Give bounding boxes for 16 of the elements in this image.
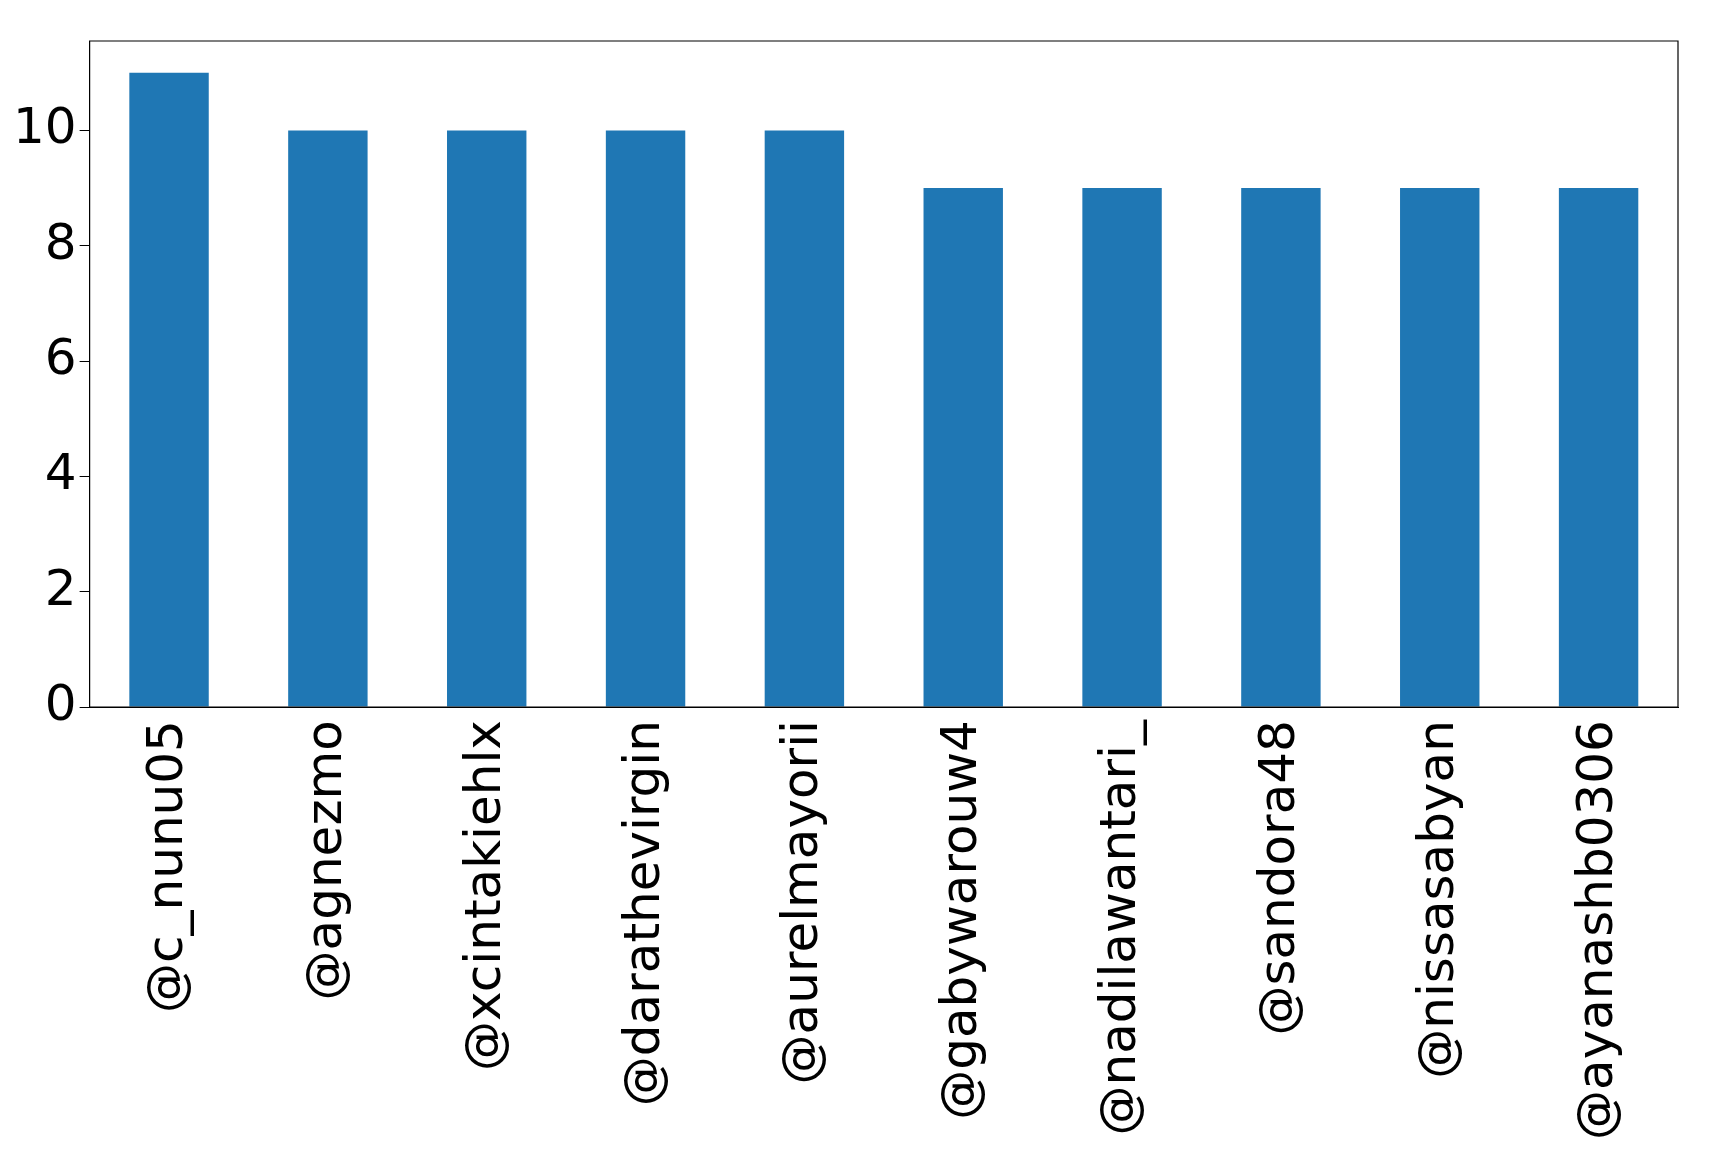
x-tick-label: @xcintakiehlx	[453, 720, 512, 1071]
x-tick-label: @sandora48	[1247, 720, 1306, 1036]
y-tick-label: 0	[44, 674, 77, 733]
x-tick-label: @nissasabyan	[1406, 720, 1465, 1079]
x-tick-label: @aurelmayorii	[771, 720, 830, 1085]
y-tick-label: 4	[44, 443, 77, 502]
y-tick-label: 8	[44, 212, 77, 271]
x-tick-label: @ayanashb0306	[1565, 720, 1624, 1140]
x-tick-label: @gabywarouw4	[930, 720, 989, 1120]
y-tick-label: 6	[44, 328, 77, 387]
x-tick-label: @nadilawantari_	[1089, 719, 1148, 1136]
x-tick-label: @c_nunu05	[136, 720, 195, 1013]
x-tick-label: @darathevirgin	[612, 720, 671, 1107]
x-tick-label: @agnezmo	[294, 720, 353, 1001]
y-tick-label: 2	[44, 558, 77, 617]
y-tick-label: 10	[13, 97, 77, 156]
